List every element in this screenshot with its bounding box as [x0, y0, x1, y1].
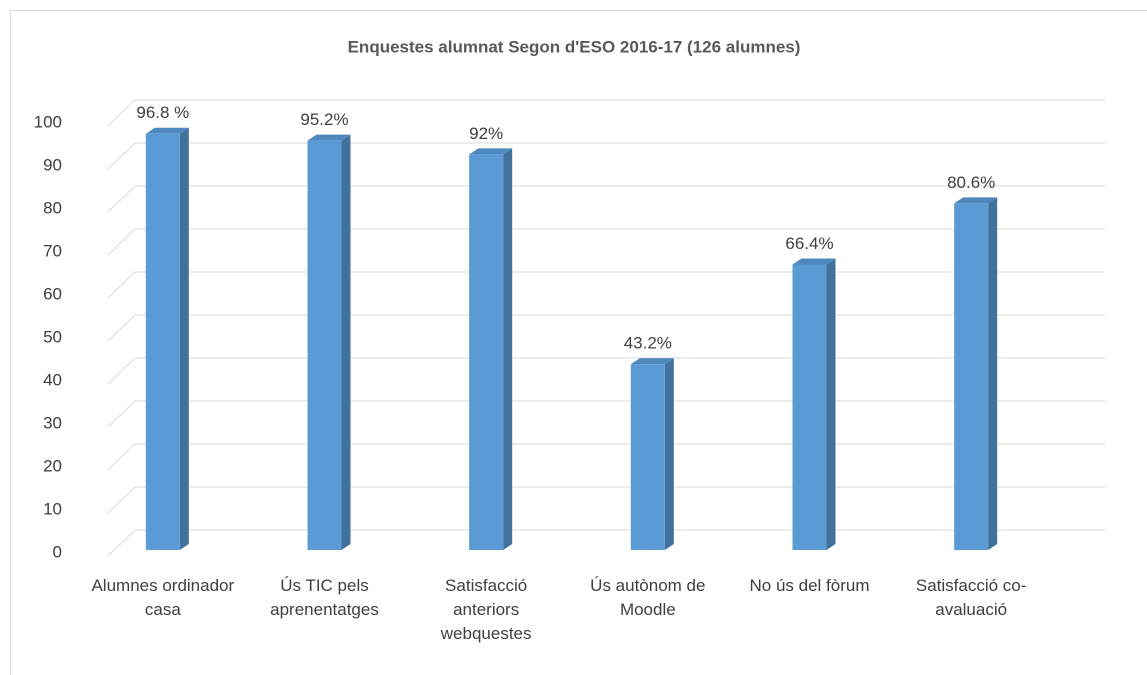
chart-title: Enquestes alumnat Segon d'ESO 2016-17 (1…: [348, 37, 801, 56]
y-tick-label: 50: [43, 327, 62, 346]
y-tick-label: 60: [43, 284, 62, 303]
grid-line-floor: [107, 443, 136, 471]
value-label: 43.2%: [624, 334, 672, 353]
bar: [145, 133, 180, 550]
bar: [630, 364, 665, 550]
bar-side: [503, 148, 513, 550]
bar-top: [792, 258, 836, 265]
bar-side: [179, 127, 189, 550]
y-tick-label: 40: [43, 370, 62, 389]
bar-side: [988, 197, 998, 551]
x-tick-label: Satisfacció co-avaluació: [915, 576, 1027, 619]
y-tick-label: 10: [43, 499, 62, 518]
x-tick-label: Alumnes ordinador casa: [91, 576, 235, 619]
grid-line-floor: [107, 99, 136, 127]
value-label: 92%: [469, 124, 503, 143]
bar: [469, 154, 504, 550]
y-tick-label: 90: [43, 155, 62, 174]
x-tick-label: Ús autònom de Moodle: [590, 576, 706, 619]
value-label: 95.2%: [300, 110, 348, 129]
grid-line-floor: [107, 142, 136, 170]
bar-top: [954, 197, 998, 204]
x-tick-label: Satisfacció anteriors webquestes: [440, 576, 532, 643]
x-tick-label: No ús del fòrum: [749, 576, 870, 595]
grid-line-floor: [107, 486, 136, 514]
bar-top: [630, 358, 674, 365]
chart-border: [10, 10, 1147, 675]
grid-line-floor: [107, 529, 136, 557]
x-tick-label: Ús TIC pels aprenentatges: [270, 576, 379, 619]
y-tick-label: 20: [43, 456, 62, 475]
bar-top: [307, 134, 351, 141]
bar: [307, 140, 342, 550]
bar-top: [145, 127, 189, 134]
grid-line-floor: [107, 228, 136, 256]
bar-side: [826, 258, 836, 550]
y-tick-label: 30: [43, 413, 62, 432]
bar-side: [341, 134, 351, 550]
bar: [792, 264, 827, 550]
y-tick-label: 100: [34, 112, 62, 131]
grid-line-floor: [107, 357, 136, 385]
grid-line-floor: [107, 271, 136, 299]
value-label: 66.4%: [785, 234, 833, 253]
y-tick-label: 0: [53, 542, 62, 561]
value-label: 80.6%: [947, 173, 995, 192]
grid-line-floor: [107, 185, 136, 213]
bar-top: [469, 148, 513, 155]
y-tick-label: 80: [43, 198, 62, 217]
value-label: 96.8 %: [136, 103, 189, 122]
grid-line-floor: [107, 314, 136, 342]
bar: [954, 203, 989, 551]
y-tick-label: 70: [43, 241, 62, 260]
grid-line-floor: [107, 400, 136, 428]
bar-side: [664, 358, 674, 550]
